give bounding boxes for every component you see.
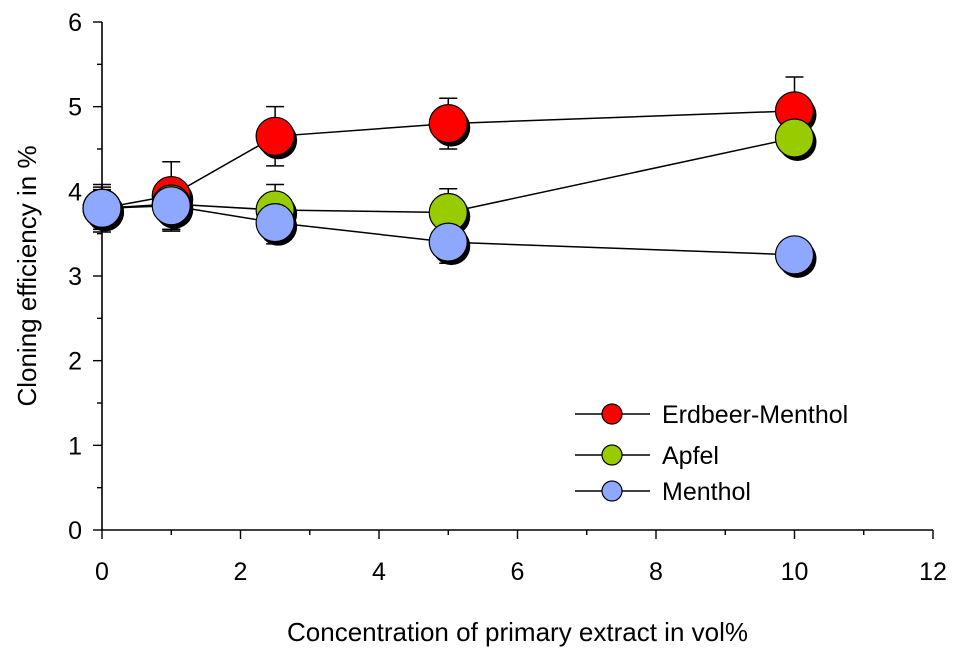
x-tick-label: 6	[511, 558, 525, 586]
series-layer	[82, 76, 817, 278]
data-point	[774, 235, 815, 275]
x-tick-label: 12	[919, 558, 947, 586]
legend-marker	[601, 444, 623, 466]
legend-marker	[601, 403, 623, 425]
x-axis-title: Concentration of primary extract in vol%	[287, 617, 748, 647]
data-point	[151, 186, 191, 226]
data-point	[82, 188, 122, 228]
legend-label: Menthol	[662, 478, 751, 506]
x-tick-label: 2	[234, 558, 248, 586]
legend: Erdbeer-Menthol Apfel Menthol	[575, 401, 848, 506]
data-point	[428, 222, 468, 262]
data-point	[255, 203, 295, 243]
legend-marker	[601, 480, 623, 502]
y-axis-title: Cloning efficiency in %	[12, 145, 42, 406]
data-point	[255, 116, 295, 156]
x-tick-label: 4	[372, 558, 386, 586]
y-tick-label: 2	[68, 348, 82, 376]
y-tick-label: 4	[68, 178, 82, 206]
y-tick-label: 3	[68, 263, 82, 291]
x-tick-label: 10	[781, 558, 809, 586]
data-point	[428, 103, 468, 144]
legend-label: Erdbeer-Menthol	[662, 401, 848, 429]
y-tick-label: 0	[68, 517, 82, 545]
legend-label: Apfel	[662, 442, 719, 470]
y-tick-label: 5	[68, 94, 82, 122]
data-point	[774, 118, 815, 158]
y-tick-label: 6	[68, 9, 82, 37]
y-tick-label: 1	[68, 432, 82, 460]
x-tick-label: 0	[95, 558, 109, 586]
x-tick-label: 8	[649, 558, 663, 586]
